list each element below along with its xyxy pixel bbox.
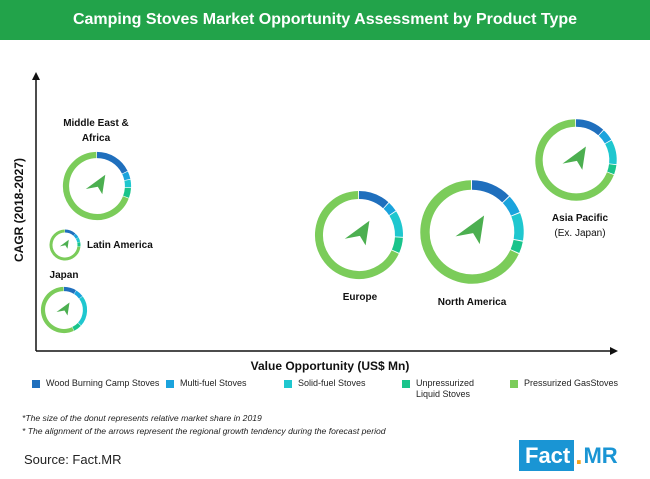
region-label-north-america: North America — [438, 297, 507, 308]
bubble-chart: Value Opportunity (US$ Mn) CAGR (2018-202… — [12, 72, 618, 373]
donut-segment-asia-pacific-unpressurized-liquid-stoves — [607, 164, 617, 175]
donut-segment-asia-pacific-multi-fuel-stoves — [598, 130, 612, 144]
footnote-arrows: * The alignment of the arrows represent … — [22, 426, 386, 436]
region-label-asia-pacific: Asia Pacific — [552, 213, 609, 224]
growth-arrow-europe — [344, 220, 370, 246]
region-label-middle-east-africa: Middle East & — [63, 118, 129, 129]
donut-segment-middle-east-africa-pressurized-gasstoves — [62, 151, 129, 221]
donut-segment-latin-america-solid-fuel-stoves — [75, 237, 81, 243]
y-axis-arrowhead — [32, 72, 40, 80]
factmr-logo: Fact . MR — [519, 440, 643, 471]
bubble-middle-east-africa — [62, 151, 132, 221]
bubble-asia-pacific — [535, 119, 617, 201]
bubble-north-america — [420, 180, 524, 284]
legend: Wood Burning Camp Stoves Multi-fuel Stov… — [20, 378, 645, 410]
donut-segment-japan-unpressurized-liquid-stoves — [72, 322, 81, 331]
legend-item-pressurized: Pressurized GasStoves — [510, 378, 645, 389]
footnote-size: *The size of the donut represents relati… — [22, 413, 262, 423]
donut-segment-japan-wood-burning-camp-stoves — [63, 286, 76, 294]
donut-segment-europe-pressurized-gasstoves — [315, 191, 399, 279]
donut-segment-latin-america-multi-fuel-stoves — [73, 233, 79, 239]
legend-label-wood: Wood Burning Camp Stoves — [46, 378, 160, 388]
source-text: Source: Fact.MR — [24, 452, 122, 467]
donut-segment-europe-wood-burning-camp-stoves — [358, 191, 389, 209]
bubble-latin-america — [49, 229, 81, 261]
legend-item-unpressurized: Unpressurized Liquid Stoves — [402, 378, 492, 400]
donut-segment-north-america-multi-fuel-stoves — [502, 196, 520, 216]
legend-label-unpressurized: Unpressurized Liquid Stoves — [416, 378, 475, 399]
legend-swatch-multi — [166, 380, 174, 388]
donut-segment-asia-pacific-wood-burning-camp-stoves — [575, 119, 604, 136]
legend-label-solid: Solid-fuel Stoves — [298, 378, 366, 388]
donut-segment-north-america-pressurized-gasstoves — [420, 180, 519, 284]
donut-segment-latin-america-wood-burning-camp-stoves — [64, 229, 76, 236]
donut-segment-middle-east-africa-wood-burning-camp-stoves — [96, 151, 128, 174]
donut-segment-latin-america-pressurized-gasstoves — [49, 229, 81, 261]
donut-segment-japan-pressurized-gasstoves — [40, 286, 74, 334]
logo-mr: MR — [583, 442, 618, 468]
donut-segment-europe-unpressurized-liquid-stoves — [391, 237, 403, 253]
growth-arrow-middle-east-africa — [85, 174, 106, 195]
legend-item-multi: Multi-fuel Stoves — [166, 378, 286, 389]
growth-arrow-asia-pacific — [562, 146, 586, 170]
legend-item-wood: Wood Burning Camp Stoves — [32, 378, 162, 389]
donut-segment-north-america-unpressurized-liquid-stoves — [510, 239, 523, 254]
x-axis-arrowhead — [610, 347, 618, 355]
legend-swatch-solid — [284, 380, 292, 388]
growth-arrow-japan — [56, 302, 70, 316]
region-label-middle-east-africa-1: Africa — [82, 133, 111, 144]
bubble-japan — [40, 286, 88, 334]
legend-label-pressurized: Pressurized GasStoves — [524, 378, 619, 388]
donut-segment-europe-solid-fuel-stoves — [389, 211, 403, 237]
donut-segment-middle-east-africa-unpressurized-liquid-stoves — [123, 187, 132, 198]
region-label-asia-pacific-1: (Ex. Japan) — [554, 228, 605, 239]
bubble-europe — [315, 191, 403, 279]
donut-segment-asia-pacific-solid-fuel-stoves — [605, 140, 617, 165]
legend-item-solid: Solid-fuel Stoves — [284, 378, 404, 389]
logo-dot: . — [575, 440, 583, 470]
donut-segment-asia-pacific-pressurized-gasstoves — [535, 119, 614, 201]
chart-title: Camping Stoves Market Opportunity Assess… — [0, 0, 650, 40]
y-axis-label: CAGR (2018-2027) — [12, 158, 26, 262]
donut-segment-middle-east-africa-multi-fuel-stoves — [122, 171, 131, 181]
donut-segment-middle-east-africa-solid-fuel-stoves — [124, 179, 132, 188]
x-axis-label: Value Opportunity (US$ Mn) — [251, 359, 410, 373]
legend-swatch-pressurized — [510, 380, 518, 388]
donut-segment-japan-multi-fuel-stoves — [74, 290, 83, 299]
legend-label-multi: Multi-fuel Stoves — [180, 378, 247, 388]
legend-swatch-wood — [32, 380, 40, 388]
region-label-latin-america: Latin America — [87, 240, 153, 251]
donut-segment-north-america-solid-fuel-stoves — [511, 212, 524, 241]
region-label-europe: Europe — [343, 292, 378, 303]
donut-segment-japan-solid-fuel-stoves — [77, 296, 88, 326]
growth-arrow-latin-america — [59, 239, 69, 249]
region-label-japan: Japan — [50, 270, 79, 281]
donut-segment-north-america-wood-burning-camp-stoves — [471, 180, 509, 203]
growth-arrow-north-america — [455, 215, 485, 245]
donut-segment-europe-multi-fuel-stoves — [383, 202, 396, 216]
legend-swatch-unpressurized — [402, 380, 410, 388]
logo-fact: Fact — [519, 440, 575, 471]
